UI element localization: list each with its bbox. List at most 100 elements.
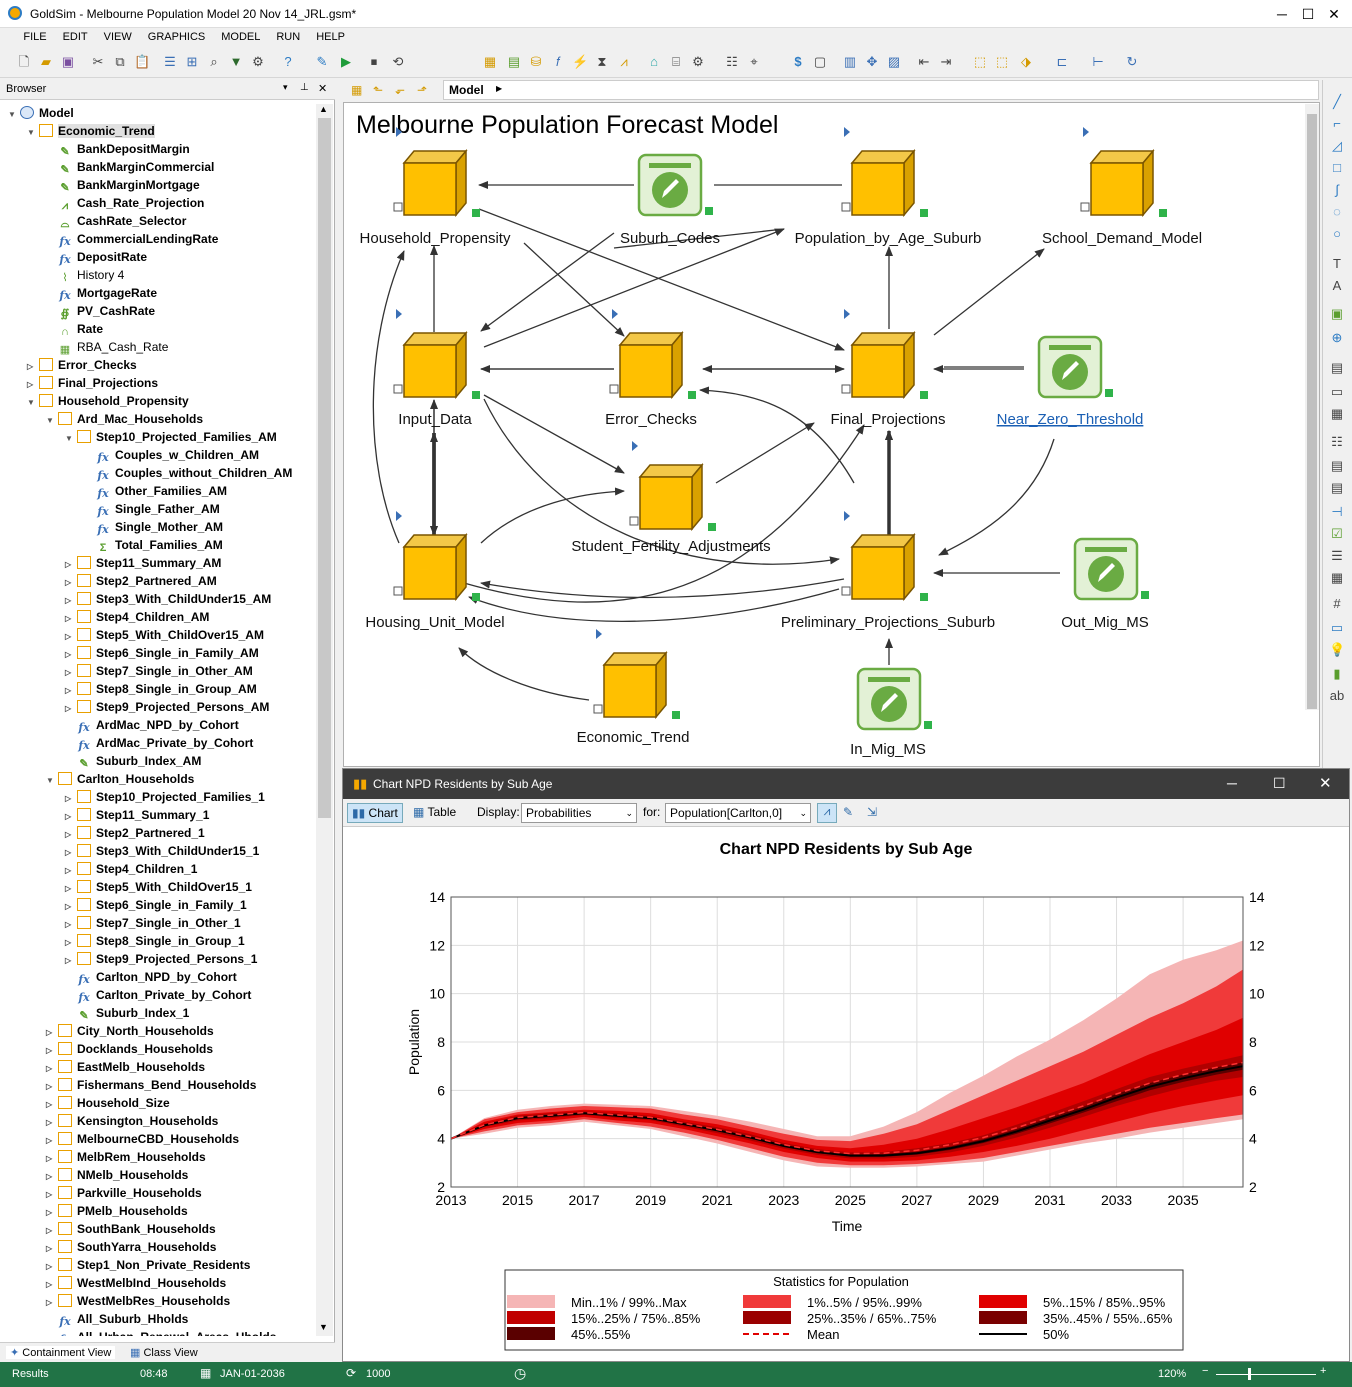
output-port-icon[interactable] — [393, 586, 403, 596]
reset-icon[interactable]: ⟲ — [392, 54, 404, 69]
tree-item[interactable]: ▷ Docklands_Households — [46, 1040, 213, 1058]
chart-view-button[interactable]: ▮▮ Chart — [347, 803, 403, 823]
tree-item[interactable]: ▷ SouthYarra_Households — [46, 1238, 216, 1256]
tree-item[interactable]: fx Other_Families_AM — [84, 482, 227, 500]
input-port-icon[interactable] — [844, 127, 850, 137]
tree-item[interactable]: ▷ Step2_Partnered_1 — [65, 824, 205, 842]
label-tool-icon[interactable]: ab — [1329, 688, 1345, 703]
group-icon[interactable]: ⬚ — [973, 54, 987, 69]
timer-insert-icon[interactable]: ⧗ — [597, 54, 607, 69]
display-tool-icon[interactable]: ▭ — [1330, 620, 1344, 635]
tree-item[interactable]: ✎ Suburb_Index_AM — [65, 752, 201, 770]
find-icon[interactable]: ⌕ — [210, 54, 218, 69]
tree-item[interactable]: ▷ Step9_Projected_Persons_1 — [65, 950, 257, 968]
node-omm[interactable]: Out_Mig_MS — [1061, 537, 1149, 631]
tree-item[interactable]: ▷ Household_Size — [46, 1094, 170, 1112]
collapse-icon[interactable]: ▼ — [65, 434, 73, 443]
tree-item[interactable]: ▷ Fishermans_Bend_Households — [46, 1076, 256, 1094]
container-insert-icon[interactable]: ▦ — [483, 54, 497, 69]
new-file-icon[interactable]: 🗋 — [18, 54, 30, 69]
influence-arrow[interactable] — [933, 248, 1045, 336]
expand-icon[interactable]: ▷ — [65, 560, 72, 569]
tree-item[interactable]: ▷ Step6_Single_in_Family_AM — [65, 644, 259, 662]
collapse-icon[interactable]: ▼ — [46, 416, 54, 425]
tree-item[interactable]: ▷ Step7_Single_in_Other_1 — [65, 914, 241, 932]
influence-arrow[interactable] — [480, 487, 625, 544]
expand-icon[interactable]: ▷ — [65, 938, 72, 947]
tree-item[interactable]: ✎ BankMarginCommercial — [46, 158, 214, 176]
tree-scrollbar[interactable]: ▲ ▼ — [316, 104, 333, 1336]
expand-icon[interactable]: ▷ — [46, 1154, 53, 1163]
tree-item[interactable]: fx MortgageRate — [46, 284, 157, 302]
tree-item[interactable]: ▷ WestMelbRes_Households — [46, 1292, 230, 1310]
tree-item[interactable]: ▷ Parkville_Households — [46, 1184, 202, 1202]
influence-arrow[interactable] — [463, 424, 865, 603]
tree-item[interactable]: ✎ BankDepositMargin — [46, 140, 189, 158]
output-port-icon[interactable] — [609, 384, 619, 394]
expand-icon[interactable]: ▷ — [65, 830, 72, 839]
tree-item[interactable]: ▷ Step5_With_ChildOver15_1 — [65, 878, 252, 896]
canvas-scrollbar[interactable] — [1305, 104, 1319, 710]
tree-item[interactable]: ⩘ Cash_Rate_Projection — [46, 194, 205, 212]
event-insert-icon[interactable]: ⚡ — [572, 54, 589, 69]
polyline-tool-icon[interactable]: ◿ — [1332, 138, 1342, 153]
tree-item[interactable]: fx Carlton_NPD_by_Cohort — [65, 968, 236, 986]
tree-item[interactable]: ▷ Step8_Single_in_Group_1 — [65, 932, 245, 950]
input-port-icon[interactable] — [844, 511, 850, 521]
rectangle-tool-icon[interactable]: □ — [1333, 160, 1341, 175]
ellipse-tool-icon[interactable]: ○ — [1333, 226, 1341, 241]
tree-item[interactable]: ▷ SouthBank_Households — [46, 1220, 216, 1238]
import-icon[interactable]: ⇤ — [918, 54, 930, 69]
expand-icon[interactable]: ▷ — [65, 704, 72, 713]
tree-item[interactable]: ▷ MelbRem_Households — [46, 1148, 206, 1166]
pin-icon[interactable]: ⊥ — [300, 82, 309, 93]
model-canvas[interactable]: Melbourne Population Forecast Model Hous… — [343, 102, 1320, 767]
node-nzt[interactable]: Near_Zero_Threshold — [997, 335, 1144, 428]
node-label[interactable]: Final_Projections — [830, 411, 945, 428]
table-tool-icon[interactable]: ▦ — [1330, 570, 1344, 585]
chart-insert-icon[interactable]: ⩘ — [620, 54, 628, 69]
tree-item[interactable]: ▷ NMelb_Households — [46, 1166, 188, 1184]
expand-icon[interactable]: ▷ — [46, 1226, 53, 1235]
tree-item[interactable]: ▷ Error_Checks — [27, 356, 137, 374]
input-tool-icon[interactable]: ▤ — [1330, 458, 1344, 473]
node-label[interactable]: Household_Propensity — [360, 230, 511, 247]
tree-item[interactable]: fx All_Suburb_Hholds — [46, 1310, 188, 1328]
tree-item[interactable]: ▷ Step4_Children_1 — [65, 860, 197, 878]
collapse-icon[interactable]: ▼ — [27, 398, 35, 407]
expand-icon[interactable]: ▷ — [46, 1064, 53, 1073]
tree-item[interactable]: ▷ Step10_Projected_Families_1 — [65, 788, 265, 806]
tree-item[interactable]: ⌇ History 4 — [46, 266, 124, 284]
checkbox-tool-icon[interactable]: ☑ — [1331, 526, 1343, 541]
influence-arrow[interactable] — [483, 394, 625, 474]
node-hp[interactable]: Household_Propensity — [360, 127, 511, 247]
chart-style-icon[interactable]: ⩘ — [817, 803, 837, 823]
expand-icon[interactable]: ▷ — [65, 686, 72, 695]
node-id[interactable]: Input_Data — [393, 309, 480, 428]
textbox-tool-icon[interactable]: A — [1332, 278, 1342, 293]
node-sdm[interactable]: School_Demand_Model — [1042, 127, 1202, 247]
influence-arrow[interactable] — [483, 398, 840, 565]
tree-item[interactable]: ▼ Economic_Trend — [27, 122, 155, 140]
menu-graphics[interactable]: GRAPHICS — [147, 31, 206, 43]
tree-item[interactable]: fx All_Urban_Renewal_Areas_Hholds — [46, 1328, 276, 1336]
node-imm[interactable]: In_Mig_MS — [850, 667, 932, 758]
expand-icon[interactable]: ▷ — [46, 1172, 53, 1181]
expand-icon[interactable]: ▷ — [27, 380, 34, 389]
tree-item[interactable]: ▷ Step11_Summary_1 — [65, 806, 209, 824]
node-label[interactable]: In_Mig_MS — [850, 741, 926, 758]
tree-item[interactable]: fx Couples_w_Children_AM — [84, 446, 259, 464]
expand-icon[interactable]: ▷ — [65, 668, 72, 677]
dashboard-tool-icon[interactable]: ▤ — [1330, 360, 1344, 375]
export-icon[interactable]: ⇥ — [940, 54, 952, 69]
scroll-up-icon[interactable]: ▲ — [319, 104, 328, 114]
expand-icon[interactable]: ▷ — [65, 650, 72, 659]
for-select[interactable]: Population[Carlton,0] ⌄ — [665, 803, 811, 823]
expand-icon[interactable]: ▷ — [65, 956, 72, 965]
node-label[interactable]: Preliminary_Projections_Suburb — [781, 614, 995, 631]
breadcrumb-model[interactable]: Model — [449, 83, 484, 97]
output-port-icon[interactable] — [841, 384, 851, 394]
chart-export-icon[interactable]: ⇲ — [867, 805, 878, 819]
connector-tool-icon[interactable]: ⌐ — [1333, 116, 1341, 131]
tab-containment-view[interactable]: ✦ Containment View — [6, 1346, 116, 1359]
